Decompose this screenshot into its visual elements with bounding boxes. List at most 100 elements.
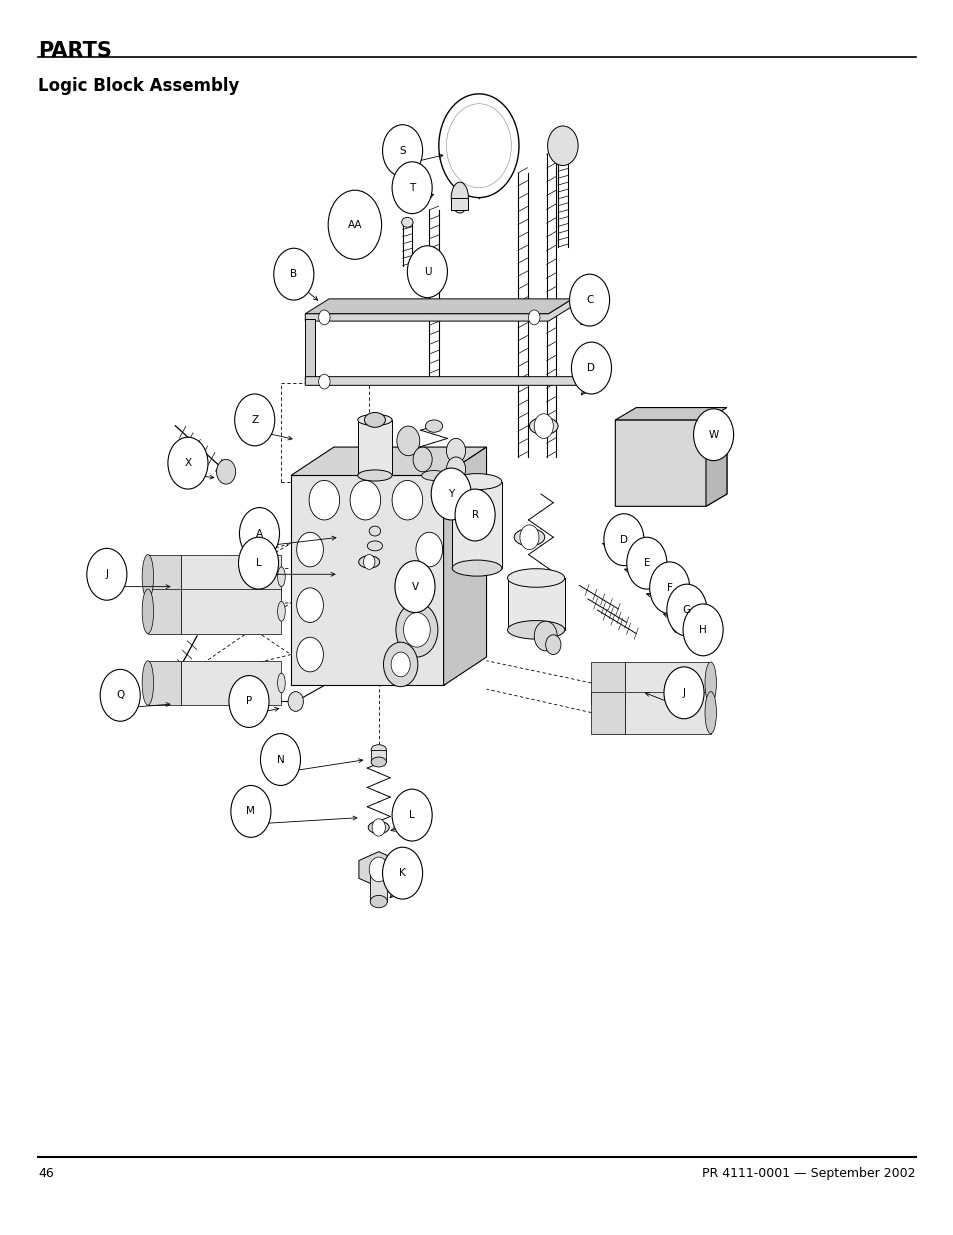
Circle shape — [395, 603, 437, 657]
Polygon shape — [305, 319, 314, 383]
Circle shape — [569, 274, 609, 326]
Bar — [452, 482, 501, 568]
Ellipse shape — [277, 601, 285, 621]
Ellipse shape — [425, 420, 442, 432]
Circle shape — [382, 125, 422, 177]
Text: K: K — [398, 868, 406, 878]
Text: 46: 46 — [38, 1167, 54, 1179]
Polygon shape — [291, 447, 486, 475]
Polygon shape — [615, 408, 726, 420]
Ellipse shape — [451, 183, 468, 214]
Ellipse shape — [367, 541, 382, 551]
Text: Logic Block Assembly: Logic Block Assembly — [38, 77, 239, 95]
Circle shape — [547, 126, 578, 165]
Circle shape — [693, 409, 733, 461]
Text: H: H — [699, 625, 706, 635]
Circle shape — [446, 104, 511, 188]
Circle shape — [369, 857, 388, 882]
Text: L: L — [255, 558, 261, 568]
Circle shape — [100, 669, 140, 721]
Circle shape — [350, 480, 380, 520]
Circle shape — [383, 642, 417, 687]
Text: J: J — [681, 688, 685, 698]
Polygon shape — [291, 475, 443, 685]
Text: PARTS: PARTS — [38, 41, 112, 61]
Polygon shape — [181, 555, 281, 599]
Text: U: U — [423, 267, 431, 277]
Text: R: R — [471, 510, 478, 520]
Circle shape — [392, 789, 432, 841]
Circle shape — [534, 621, 557, 651]
Ellipse shape — [277, 567, 285, 587]
Circle shape — [296, 588, 323, 622]
Ellipse shape — [704, 662, 716, 704]
Polygon shape — [305, 299, 572, 314]
Ellipse shape — [371, 757, 386, 767]
Circle shape — [260, 734, 300, 785]
Circle shape — [395, 561, 435, 613]
Polygon shape — [624, 662, 710, 704]
Circle shape — [455, 489, 495, 541]
Circle shape — [545, 635, 560, 655]
Text: Y: Y — [448, 489, 454, 499]
Text: W: W — [708, 430, 718, 440]
Polygon shape — [305, 299, 572, 321]
Circle shape — [519, 525, 538, 550]
Ellipse shape — [142, 589, 153, 634]
Circle shape — [318, 374, 330, 389]
Bar — [370, 869, 387, 902]
Ellipse shape — [370, 895, 387, 908]
Polygon shape — [615, 420, 726, 506]
Circle shape — [296, 637, 323, 672]
Ellipse shape — [357, 415, 392, 425]
Text: P: P — [246, 697, 252, 706]
Ellipse shape — [277, 673, 285, 693]
Polygon shape — [305, 362, 608, 385]
Text: A: A — [255, 529, 263, 538]
Circle shape — [216, 459, 235, 484]
Circle shape — [663, 667, 703, 719]
Circle shape — [392, 480, 422, 520]
Text: F: F — [666, 583, 672, 593]
Circle shape — [296, 532, 323, 567]
Ellipse shape — [358, 556, 379, 568]
Circle shape — [403, 613, 430, 647]
Text: X: X — [184, 458, 192, 468]
Circle shape — [416, 532, 442, 567]
Circle shape — [571, 342, 611, 394]
Circle shape — [288, 692, 303, 711]
Text: C: C — [585, 295, 593, 305]
Polygon shape — [181, 661, 281, 705]
Ellipse shape — [357, 471, 392, 482]
Text: Q: Q — [116, 690, 124, 700]
Circle shape — [234, 394, 274, 446]
Circle shape — [372, 819, 385, 836]
Bar — [371, 750, 386, 762]
Bar — [507, 578, 564, 630]
Circle shape — [666, 584, 706, 636]
Text: J: J — [105, 569, 109, 579]
Text: T: T — [409, 183, 415, 193]
Ellipse shape — [704, 692, 716, 734]
Ellipse shape — [142, 555, 153, 599]
Polygon shape — [443, 447, 486, 685]
Ellipse shape — [529, 417, 558, 435]
Circle shape — [626, 537, 666, 589]
Circle shape — [363, 555, 375, 569]
Ellipse shape — [507, 568, 564, 588]
Polygon shape — [148, 661, 181, 705]
Polygon shape — [148, 589, 181, 634]
Text: N: N — [276, 755, 284, 764]
Circle shape — [682, 604, 722, 656]
Text: V: V — [411, 582, 418, 592]
Circle shape — [446, 438, 465, 463]
Text: PR 4111-0001 — September 2002: PR 4111-0001 — September 2002 — [701, 1167, 915, 1179]
Bar — [357, 420, 392, 475]
Circle shape — [649, 562, 689, 614]
Text: S: S — [399, 146, 405, 156]
Ellipse shape — [514, 529, 544, 546]
Text: B: B — [290, 269, 297, 279]
Polygon shape — [705, 420, 726, 506]
Circle shape — [431, 468, 471, 520]
Polygon shape — [148, 555, 181, 599]
